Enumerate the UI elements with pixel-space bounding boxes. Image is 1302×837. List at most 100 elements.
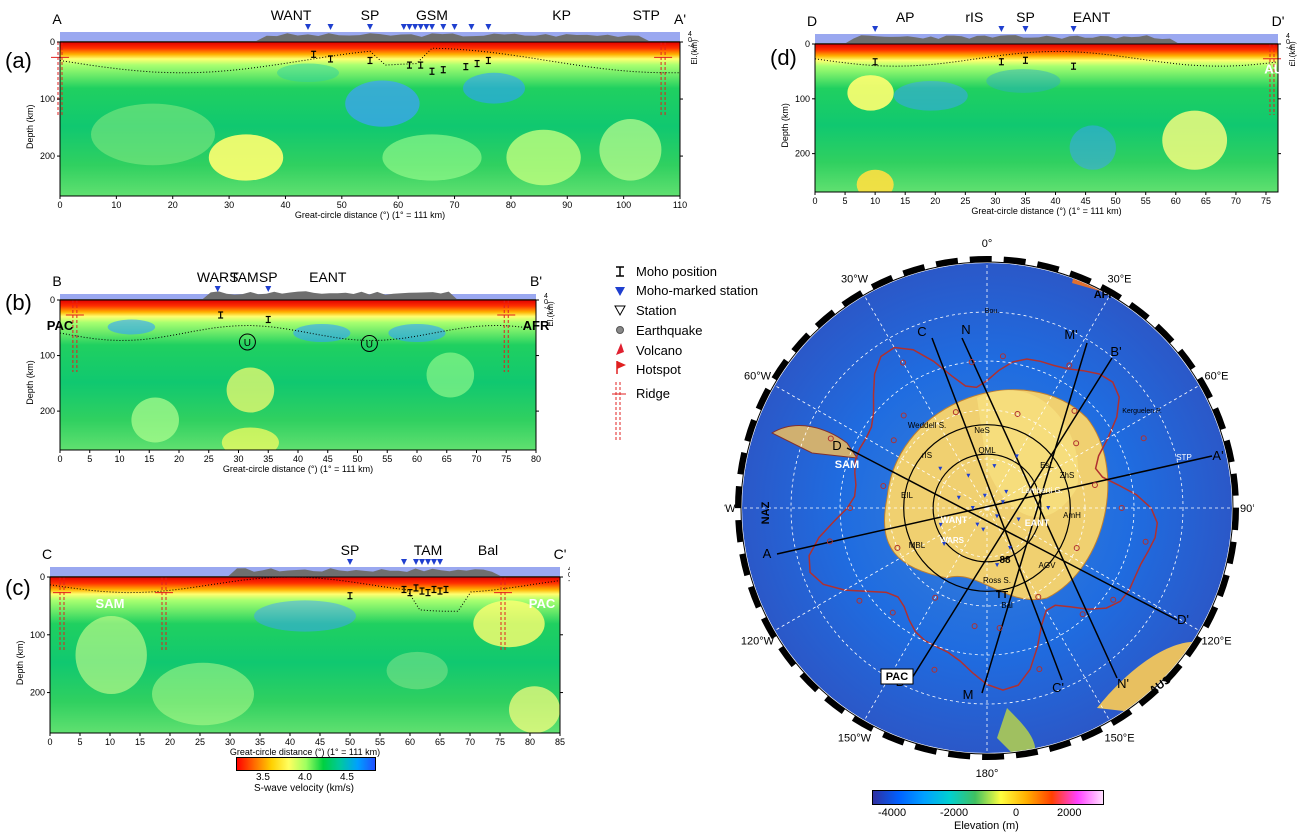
earthquake-marker: [1142, 538, 1149, 545]
x-tick-label: 10: [111, 200, 121, 210]
station-marker: [1008, 545, 1013, 550]
x-tick-label: 25: [204, 454, 214, 464]
topography-profile: [60, 33, 680, 42]
x-tick-label: 80: [531, 454, 541, 464]
place-label-wars: WARS: [197, 269, 238, 285]
station-marker: [1004, 489, 1009, 494]
velocity-section: [60, 42, 680, 196]
moho-position: [367, 56, 373, 65]
topography-profile: [60, 291, 536, 300]
x-tick-label: 10: [114, 454, 124, 464]
place-label-gsm: GSM: [416, 7, 448, 23]
meridian: [864, 295, 988, 509]
earthquake-marker: [900, 359, 907, 366]
moho-marked-station: [440, 24, 447, 30]
x-tick-label: 60: [393, 200, 403, 210]
moho-marked-station: [413, 559, 419, 565]
velocity-anomaly-4: [1162, 110, 1228, 170]
elev-tick-label: 0: [544, 299, 548, 306]
x-tick-label: 0: [57, 454, 62, 464]
velocity-anomaly-4: [152, 662, 254, 726]
elevation-axis-title: El.(km): [1288, 41, 1297, 67]
elevation-gradient: [872, 790, 1104, 805]
earthquake-marker: [1140, 435, 1147, 442]
x-tick-label: 75: [501, 454, 511, 464]
x-tick-label: 75: [1261, 196, 1271, 206]
station-marker: [995, 514, 1000, 519]
profile-end-label: C': [554, 546, 567, 562]
profile-end-label: D': [1177, 612, 1189, 627]
moho-marked-station: [305, 24, 311, 30]
longitude-label: 0°: [982, 238, 993, 250]
legend: Moho position Moho-marked station Statio…: [612, 262, 802, 452]
x-tick-label: 15: [900, 196, 910, 206]
moho-marked-station: [451, 24, 458, 30]
x-tick-label: 90: [562, 200, 572, 210]
earthquake-marker: [1035, 593, 1042, 600]
elevation-axis-title: El.(km): [546, 301, 555, 327]
place-label-tam: TAM: [414, 542, 443, 558]
x-tick-label: 70: [450, 200, 460, 210]
velocity-anomaly-0: [208, 134, 284, 181]
station-marker: [1014, 454, 1019, 459]
x-tick-label: 110: [673, 200, 687, 210]
x-tick-label: 40: [280, 200, 290, 210]
velocity-anomaly-0: [473, 600, 545, 648]
x-tick-label: 10: [105, 737, 115, 747]
moho-marked-station: [419, 559, 425, 565]
profile-end-label: A': [674, 11, 686, 27]
station-marker: [1016, 517, 1021, 522]
elevation-title: Elevation (m): [954, 820, 1019, 832]
ridge-marker: [155, 577, 173, 652]
section-frame: [814, 43, 1279, 193]
earthquake-marker: [847, 505, 854, 511]
moho-position: [431, 585, 437, 594]
legend-ridge: Ridge: [636, 386, 670, 401]
station-marker: [1046, 506, 1051, 510]
longitude-label: 90°W: [724, 503, 736, 515]
longitude-label: 150°W: [838, 732, 872, 744]
ridge-marker: [654, 42, 673, 116]
place-label-tam: TAM: [230, 269, 259, 285]
region-label: Weddell S.: [908, 421, 947, 430]
moho-position: [429, 67, 435, 75]
longitude-label: 60°E: [1205, 371, 1229, 383]
velocity-anomaly-2: [463, 72, 525, 104]
x-tick-label: 80: [525, 737, 535, 747]
profile-start-label: C: [42, 546, 52, 562]
place-label-ap: AP: [896, 9, 915, 25]
region-label: Bou.: [985, 308, 999, 315]
velocity-colorbar: 3.5 4.0 4.5 S-wave velocity (km/s): [236, 757, 376, 797]
x-tick-label: 30: [225, 737, 235, 747]
plate-label-aus: AUS: [1264, 62, 1292, 77]
section-b: 0 5 10 15 20 25 30 35 40 45 50 55 60 65 70 75 800100200G…: [25, 269, 555, 474]
x-tick-label: 20: [930, 196, 940, 206]
elev-tick-label: 0: [568, 572, 570, 579]
moho-position: [463, 63, 469, 71]
y-axis-title: Depth (km): [25, 360, 35, 405]
moho-position: [347, 592, 353, 600]
panel-label-b: (b): [5, 290, 32, 315]
x-axis-title: Great-circle distance (°) (1° = 111 km): [295, 210, 445, 220]
moho-position: [872, 58, 878, 66]
x-axis-title: Great-circle distance (°) (1° = 111 km): [971, 206, 1121, 216]
region-label: EANT: [1025, 518, 1050, 528]
velocity-anomaly-4: [91, 103, 215, 166]
new-zealand: [997, 708, 1036, 753]
earthquake-marker: [826, 538, 833, 545]
elev-tick-label: 0: [688, 37, 692, 44]
blue-triangle-symbol: [615, 287, 625, 296]
velocity-anomaly-0: [107, 319, 156, 335]
y-tick-label: 100: [795, 94, 810, 104]
plate-label-sam: SAM: [835, 459, 859, 471]
earthquake-marker: [968, 358, 975, 365]
moho-position: [440, 66, 446, 74]
earthquake-marker: [1110, 596, 1117, 603]
profile-line-n: [961, 337, 1118, 679]
place-label-sp: SP: [341, 542, 360, 558]
x-tick-label: 15: [144, 454, 154, 464]
region-label: QML: [978, 446, 996, 455]
legend-moho: Moho position: [636, 264, 717, 279]
moho-marked-station: [327, 24, 334, 30]
x-tick-label: 50: [1111, 196, 1121, 206]
